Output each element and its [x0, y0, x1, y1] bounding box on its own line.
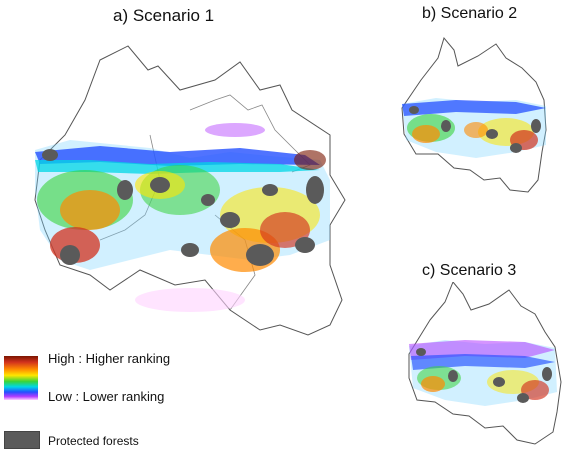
map-c-title: c) Scenario 3: [422, 262, 517, 279]
scenario-1-map: [34, 45, 346, 336]
scenario-3-map: [408, 282, 562, 445]
map-legend: High : Higher ranking Low : Lower rankin…: [4, 348, 244, 454]
ranking-color-ramp: [4, 356, 38, 400]
map-a-title: a) Scenario 1: [113, 6, 215, 25]
protected-forest-patches: [409, 106, 541, 153]
ranking-overlay: [409, 340, 557, 406]
ranking-overlay: [35, 123, 330, 312]
legend-low-label: Low : Lower ranking: [48, 389, 165, 404]
legend-protected-label: Protected forests: [48, 434, 139, 448]
scenario-2-map: [401, 36, 547, 193]
protected-forest-patches: [42, 149, 324, 266]
protected-forest-swatch: [4, 431, 40, 449]
protected-forest-patches: [416, 348, 552, 403]
region-boundary: [401, 36, 547, 193]
map-b-title: b) Scenario 2: [422, 5, 518, 22]
legend-high-label: High : Higher ranking: [48, 351, 171, 366]
